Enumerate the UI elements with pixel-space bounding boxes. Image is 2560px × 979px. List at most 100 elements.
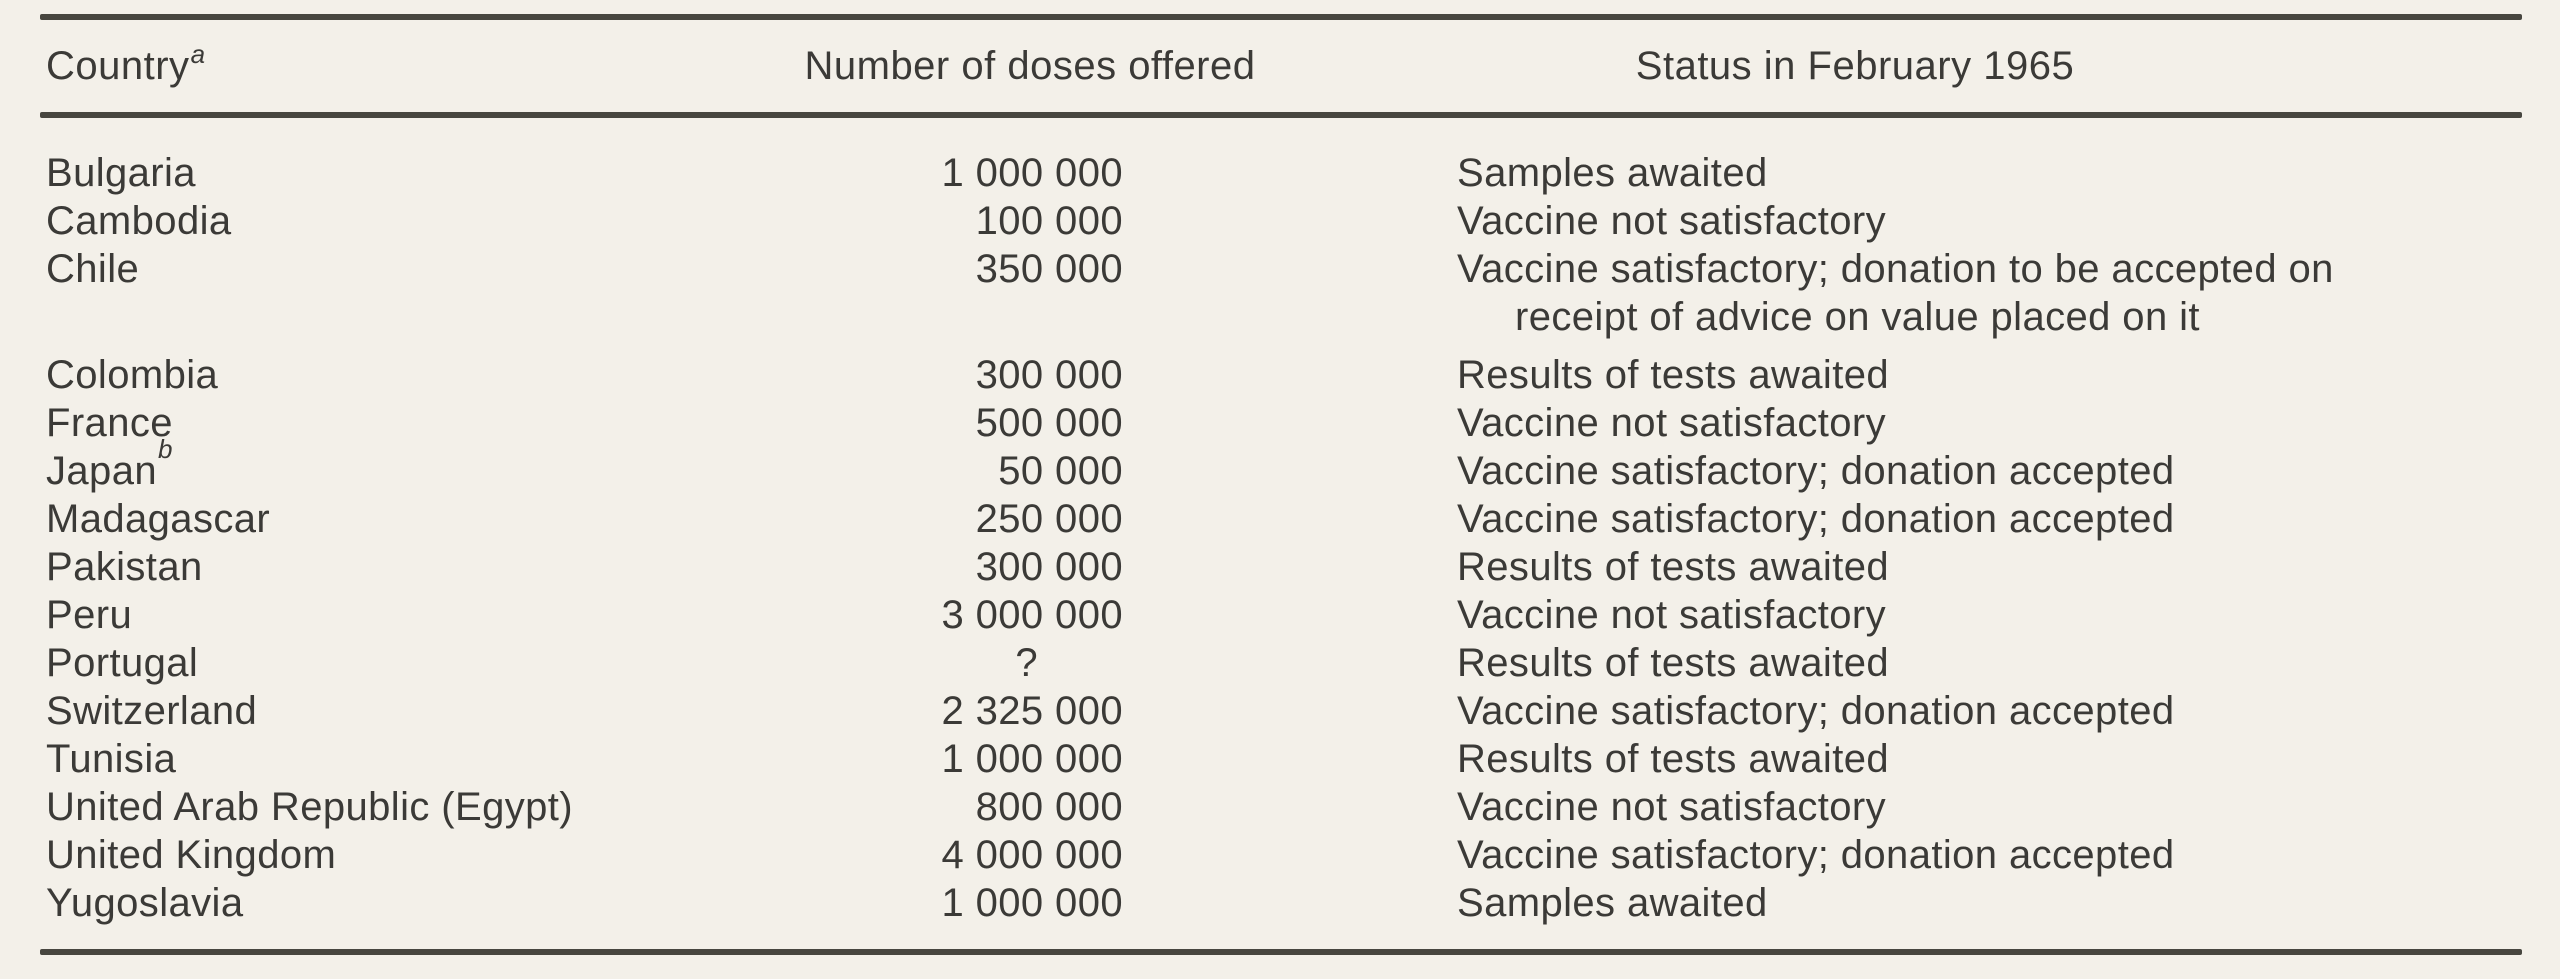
footnote-marker: b xyxy=(157,433,173,464)
status-cell: Vaccine not satisfactory xyxy=(1457,199,1887,243)
country-cell: Madagascar xyxy=(40,495,745,543)
table-row: Tunisia 1 000 000 Results of tests await… xyxy=(40,735,2522,783)
table-row: Chile 350 000 Vaccine satisfactory; dona… xyxy=(40,245,2522,341)
status-cell: Vaccine not satisfactory xyxy=(1457,593,1887,637)
status-cell: Results of tests awaited xyxy=(1457,737,1890,781)
status-cell: Vaccine not satisfactory xyxy=(1457,401,1887,445)
table-row: Bulgaria 1 000 000 Samples awaited xyxy=(40,149,2522,197)
country-name: United Arab Republic (Egypt) xyxy=(46,785,574,829)
doses-cell: 250 000 xyxy=(975,497,1123,541)
table-row: Switzerland 2 325 000 Vaccine satisfacto… xyxy=(40,687,2522,735)
doses-cell: 300 000 xyxy=(975,545,1123,589)
table-row: United Arab Republic (Egypt) 800 000 Vac… xyxy=(40,783,2522,831)
column-header-country-label: Country xyxy=(46,43,190,88)
column-header-status-label: Status in February 1965 xyxy=(1635,43,2075,88)
country-cell: Japanb xyxy=(40,436,745,495)
table-row: Cambodia 100 000 Vaccine not satisfactor… xyxy=(40,197,2522,245)
column-gap xyxy=(1123,149,1457,197)
doses-cell: 4 000 000 xyxy=(941,833,1123,877)
table-row: Colombia 300 000 Results of tests awaite… xyxy=(40,351,2522,399)
column-header-doses-label: Number of doses offered xyxy=(804,43,1256,88)
column-gap xyxy=(1123,879,1457,927)
status-cell: Vaccine satisfactory; donation accepted xyxy=(1457,497,2175,541)
country-cell: Tunisia xyxy=(40,735,745,783)
table-row: Peru 3 000 000 Vaccine not satisfactory xyxy=(40,591,2522,639)
table-row: France 500 000 Vaccine not satisfactory xyxy=(40,399,2522,447)
country-name: Japan xyxy=(46,449,157,493)
country-name: Madagascar xyxy=(46,497,271,541)
column-header-doses: Number of doses offered xyxy=(750,20,1310,112)
column-gap xyxy=(1123,543,1457,591)
column-gap xyxy=(1123,831,1457,879)
column-gap xyxy=(1123,687,1457,735)
status-cell: Results of tests awaited xyxy=(1457,353,1890,397)
doses-cell: 1 000 000 xyxy=(941,881,1123,925)
country-name: Tunisia xyxy=(46,737,177,781)
country-cell: France xyxy=(40,399,745,447)
doses-cell: 1 000 000 xyxy=(941,151,1123,195)
country-cell: Pakistan xyxy=(40,543,745,591)
status-cell: Vaccine satisfactory; donation accepted xyxy=(1457,833,2175,877)
country-name: Colombia xyxy=(46,353,219,397)
column-gap xyxy=(1123,783,1457,831)
status-cell: Results of tests awaited xyxy=(1457,641,1890,685)
doses-cell: 1 000 000 xyxy=(941,737,1123,781)
column-gap xyxy=(1123,351,1457,399)
country-cell: Switzerland xyxy=(40,687,745,735)
status-cell: Vaccine satisfactory; donation accepted xyxy=(1457,689,2175,733)
country-cell: Bulgaria xyxy=(40,149,745,197)
column-header-country: Country a xyxy=(46,39,206,88)
country-name: United Kingdom xyxy=(46,833,337,877)
country-cell: Peru xyxy=(40,591,745,639)
column-gap xyxy=(1123,399,1457,447)
column-gap xyxy=(1123,245,1457,341)
doses-cell: 500 000 xyxy=(975,401,1123,445)
status-cell: Vaccine satisfactory; donation accepted xyxy=(1457,449,2175,493)
doses-cell: ? xyxy=(1015,641,1038,685)
column-header-status: Status in February 1965 xyxy=(1400,20,2310,112)
table-row: United Kingdom 4 000 000 Vaccine satisfa… xyxy=(40,831,2522,879)
table-top-rule xyxy=(40,14,2522,20)
country-name: Switzerland xyxy=(46,689,258,733)
country-cell: United Kingdom xyxy=(40,831,745,879)
table-bottom-rule xyxy=(40,949,2522,955)
country-name: Yugoslavia xyxy=(46,881,244,925)
table-header-rule xyxy=(40,112,2522,118)
doses-cell: 100 000 xyxy=(975,199,1123,243)
column-gap xyxy=(1123,591,1457,639)
doses-cell: 800 000 xyxy=(975,785,1123,829)
status-cell: Vaccine satisfactory; donation to be acc… xyxy=(1457,247,2334,339)
status-cell: Results of tests awaited xyxy=(1457,545,1890,589)
country-cell: Chile xyxy=(40,245,745,341)
doses-cell: 2 325 000 xyxy=(941,689,1123,733)
column-gap xyxy=(1123,495,1457,543)
table-bottom-spacer xyxy=(40,927,2522,949)
doses-cell: 3 000 000 xyxy=(941,593,1123,637)
country-cell: Portugal xyxy=(40,639,745,687)
table-row: Madagascar 250 000 Vaccine satisfactory;… xyxy=(40,495,2522,543)
country-name: Peru xyxy=(46,593,133,637)
country-name: Portugal xyxy=(46,641,199,685)
table-body: Bulgaria 1 000 000 Samples awaited Cambo… xyxy=(40,118,2522,927)
table-row: Portugal ? Results of tests awaited xyxy=(40,639,2522,687)
doses-cell: 300 000 xyxy=(975,353,1123,397)
doses-cell: 350 000 xyxy=(975,247,1123,291)
vaccine-donations-table: Country a Number of doses offered Status … xyxy=(40,14,2522,955)
country-name: Pakistan xyxy=(46,545,203,589)
country-name: Cambodia xyxy=(46,199,232,243)
country-cell: Cambodia xyxy=(40,197,745,245)
country-cell: United Arab Republic (Egypt) xyxy=(40,783,745,831)
doses-cell: 50 000 xyxy=(998,449,1123,493)
column-gap xyxy=(1123,447,1457,495)
country-cell: Colombia xyxy=(40,351,745,399)
country-cell: Yugoslavia xyxy=(40,879,745,927)
column-gap xyxy=(1123,197,1457,245)
country-name: Chile xyxy=(46,247,140,291)
column-gap xyxy=(1123,735,1457,783)
country-name: France xyxy=(46,401,173,445)
column-gap xyxy=(1123,639,1457,687)
table-header-row: Country a Number of doses offered Status … xyxy=(40,20,2522,112)
table-row: Japanb 50 000 Vaccine satisfactory; dona… xyxy=(40,436,2522,495)
country-name: Bulgaria xyxy=(46,151,196,195)
